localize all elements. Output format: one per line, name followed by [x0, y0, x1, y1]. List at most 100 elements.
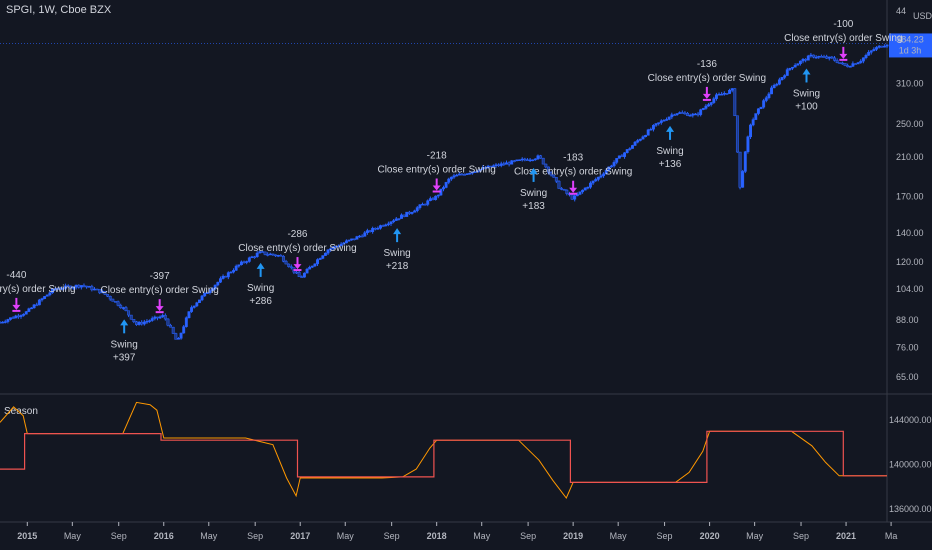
exit-arrow-head: [839, 53, 848, 59]
price-candle: [344, 240, 348, 244]
price-candle: [407, 211, 411, 214]
price-candle: [392, 220, 396, 223]
time-tick-label: Sep: [657, 531, 673, 541]
exit-order-label: Close entry(s) order Swing: [514, 167, 632, 178]
price-candle: [208, 290, 212, 293]
price-candle: [263, 251, 267, 255]
price-candle: [61, 288, 65, 290]
price-candle: [583, 187, 587, 191]
price-candle: [415, 207, 419, 212]
price-candle: [478, 168, 482, 172]
price-candle: [82, 285, 86, 287]
price-candle: [630, 145, 634, 149]
price-candle: [365, 230, 369, 233]
exit-arrow-head: [702, 93, 711, 99]
price-candle: [234, 265, 238, 271]
price-candle: [552, 174, 556, 178]
price-candle: [308, 267, 312, 270]
price-candle: [686, 113, 690, 116]
time-tick-label: 2021: [836, 531, 856, 541]
exit-amount-label: -397: [150, 271, 170, 282]
price-candle: [184, 317, 188, 327]
exit-amount-label: -183: [563, 153, 583, 164]
exit-order-label: Close entry(s) order Swing: [0, 284, 76, 295]
time-tick-label: Sep: [111, 531, 127, 541]
price-candle: [121, 307, 125, 309]
price-candle: [604, 169, 608, 175]
entry-arrow-head: [802, 68, 811, 75]
price-candle: [502, 163, 506, 165]
price-candle: [523, 158, 527, 161]
price-candle: [442, 187, 445, 190]
price-candle: [329, 248, 333, 251]
price-candle: [9, 317, 12, 320]
price-candle: [701, 108, 705, 110]
exit-arrow-head: [12, 304, 21, 310]
price-candle: [142, 321, 146, 325]
price-candle: [680, 112, 684, 114]
price-candle: [859, 60, 863, 63]
price-tick-label: 44: [896, 6, 906, 16]
price-candle: [376, 227, 380, 230]
price-candle: [531, 159, 535, 162]
price-candle: [64, 285, 68, 289]
price-candle: [239, 261, 243, 266]
price-candle: [289, 266, 293, 268]
price-candle: [654, 123, 658, 126]
price-tick-label: 250.00: [896, 119, 924, 129]
price-candle: [431, 198, 435, 200]
price-candle: [400, 214, 403, 219]
price-candle: [581, 189, 585, 193]
price-candle: [772, 85, 776, 89]
price-candle: [381, 225, 385, 227]
price-candle: [835, 60, 839, 63]
price-candle: [856, 62, 860, 65]
price-candle: [371, 227, 375, 233]
price-candle: [148, 320, 152, 322]
price-candle: [352, 238, 356, 241]
price-candle: [410, 212, 414, 214]
price-candle: [318, 258, 322, 260]
price-candle: [575, 194, 579, 197]
price-candle: [775, 83, 779, 86]
price-candle: [636, 140, 640, 143]
price-candle: [691, 113, 695, 116]
price-candle: [707, 104, 711, 107]
price-candle: [213, 284, 217, 289]
price-candle: [197, 299, 201, 303]
price-candle: [276, 255, 280, 257]
price-candle: [436, 194, 440, 197]
price-candle: [547, 166, 550, 173]
price-candle: [444, 182, 448, 188]
price-candle: [389, 221, 393, 225]
entry-amount-label: +218: [386, 261, 409, 272]
price-candle: [617, 155, 621, 159]
price-candle: [541, 157, 545, 165]
price-candle: [872, 49, 876, 51]
time-tick-label: Sep: [793, 531, 809, 541]
entry-amount-label: +286: [249, 296, 272, 307]
price-tick-label: 65.00: [896, 372, 919, 382]
price-candle: [111, 298, 115, 302]
time-tick-label: Sep: [247, 531, 263, 541]
price-candle: [179, 332, 183, 339]
time-tick-label: May: [610, 531, 628, 541]
price-candle: [360, 235, 364, 238]
price-candle: [759, 106, 763, 109]
price-candle: [150, 318, 154, 321]
price-candle: [741, 171, 745, 188]
price-candle: [817, 56, 821, 58]
price-candle: [211, 288, 215, 291]
time-tick-label: May: [337, 531, 355, 541]
last-price-countdown: 1d 3h: [899, 45, 922, 55]
price-candle: [840, 62, 844, 65]
price-candle: [549, 171, 553, 176]
price-candle: [814, 56, 818, 59]
price-candle: [195, 302, 199, 307]
price-candle: [793, 65, 797, 68]
price-tick-label: 170.00: [896, 192, 924, 202]
price-candle: [79, 285, 83, 288]
price-candle: [216, 281, 220, 286]
exit-amount-label: -440: [6, 270, 26, 281]
price-candle: [321, 255, 325, 259]
